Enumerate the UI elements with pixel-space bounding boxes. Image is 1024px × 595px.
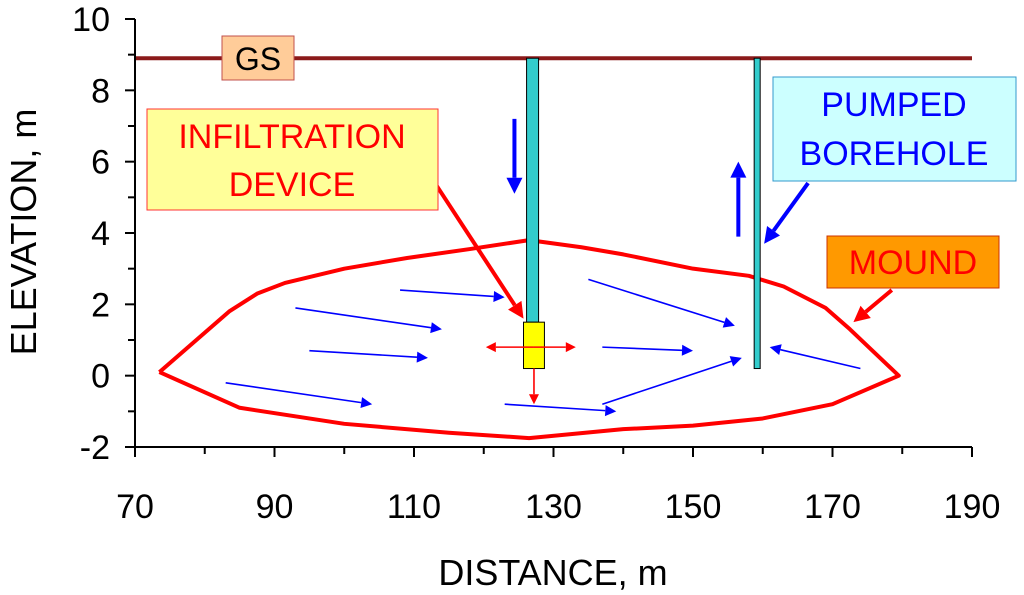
y-tick-label: 8 [91, 72, 110, 110]
flow-arrow-2-head [430, 322, 442, 334]
flow-arrow-3-head [416, 351, 428, 363]
flow-arrow-6 [588, 278, 735, 328]
flow-arrow-7-shaft [602, 346, 683, 352]
device-outflow-arrow-3 [528, 368, 539, 405]
flow-arrow-8 [602, 356, 742, 405]
borehole-label-box [772, 76, 1017, 182]
flow-arrow-2 [295, 307, 442, 334]
flow-arrow-8-head [729, 356, 742, 367]
x-tick-label: 110 [387, 488, 441, 526]
borehole-label-line-1: PUMPED [821, 86, 966, 124]
x-tick-label: 150 [665, 488, 722, 526]
pointer-arrow-infiltration-shaft [433, 181, 517, 307]
pointer-arrow-mound-shaft [864, 288, 894, 314]
pointer-arrow-borehole-head [764, 226, 781, 244]
pointer-arrow-borehole-shaft [771, 181, 810, 232]
gs-label: GS [235, 41, 281, 77]
device-outflow-arrow-3-head [528, 394, 539, 405]
pumping-up-arrow-head [730, 161, 747, 178]
device-outflow-arrow-2 [533, 342, 576, 353]
flow-arrow-9 [769, 344, 861, 370]
y-axis-label: ELEVATION, m [3, 109, 44, 356]
flow-arrow-9-shaft [780, 348, 861, 370]
flow-arrow-3-shaft [309, 349, 418, 358]
y-tick-label: 0 [91, 358, 110, 396]
device-outflow-arrow-2-head [565, 342, 576, 353]
x-tick-label: 190 [944, 488, 1001, 526]
y-tick-label: 6 [91, 144, 110, 182]
x-tick-label: 130 [525, 488, 582, 526]
gs-label-box [221, 35, 295, 81]
mound-label: MOUND [849, 244, 977, 282]
flow-arrow-4-shaft [225, 382, 362, 404]
pumping-up-arrow [730, 161, 747, 237]
injection-down-arrow [506, 118, 523, 194]
flow-arrow-1-head [493, 290, 505, 302]
flow-arrow-1-shaft [399, 289, 494, 298]
infiltration-label-box [146, 108, 439, 211]
infiltration-device-block [523, 321, 545, 370]
injection-down-arrow-head [506, 177, 523, 194]
pumped-borehole-casing [753, 57, 761, 370]
flow-arrow-4-head [360, 397, 373, 409]
x-tick-label: 90 [256, 488, 294, 526]
infiltration-label-line-1: INFILTRATION [178, 118, 405, 156]
pointer-arrow-infiltration [433, 181, 524, 319]
flow-arrow-6-head [722, 317, 735, 328]
x-axis-label: DISTANCE, m [438, 552, 667, 593]
flow-arrow-7-head [681, 344, 693, 356]
pointer-arrow-mound-head [853, 305, 871, 323]
flow-arrow-5-shaft [504, 403, 606, 412]
flow-arrow-5-head [604, 405, 617, 417]
pointer-arrow-borehole [764, 181, 810, 244]
flow-arrow-5 [504, 403, 617, 417]
flow-arrow-2-shaft [295, 307, 432, 329]
y-tick-label: 4 [91, 215, 110, 253]
x-tick-label: 70 [116, 488, 154, 526]
device-outflow-arrow-1-head [485, 342, 496, 353]
flow-arrow-9-head [769, 344, 782, 356]
y-tick-label: 2 [91, 286, 110, 324]
mound-label-box [826, 235, 1000, 289]
y-tick-label: 10 [72, 1, 110, 39]
device-outflow-arrow-1 [485, 342, 534, 353]
flow-arrow-1 [399, 289, 505, 302]
flow-arrow-8-shaft [602, 360, 732, 405]
pointer-arrow-mound [853, 288, 894, 323]
x-tick-label: 170 [804, 488, 861, 526]
y-tick-label: -2 [80, 429, 110, 467]
pointer-arrow-infiltration-head [508, 300, 524, 319]
infiltration-label-line-2: DEVICE [229, 166, 356, 204]
flow-arrow-6-shaft [588, 278, 725, 324]
flow-arrow-7 [602, 344, 693, 356]
infiltration-casing [526, 57, 540, 323]
mound-outline [158, 238, 901, 441]
borehole-label-line-2: BOREHOLE [800, 135, 989, 173]
flow-arrow-4 [225, 382, 373, 409]
flow-arrow-3 [309, 349, 428, 363]
